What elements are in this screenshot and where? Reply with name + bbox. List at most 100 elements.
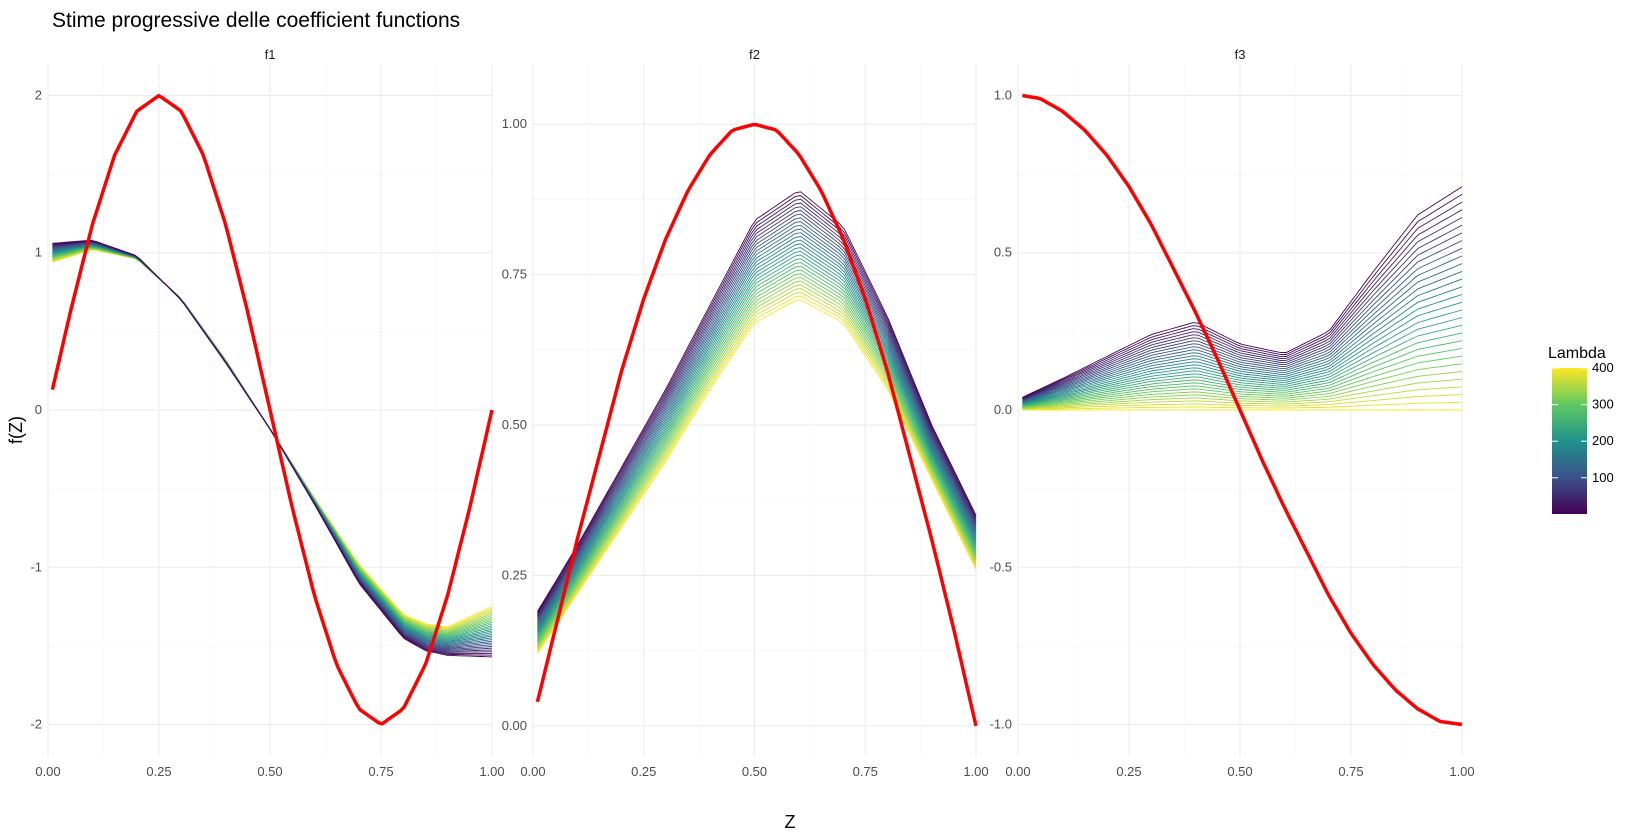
estimate-line — [1022, 294, 1463, 404]
estimate-line — [52, 243, 493, 646]
panel-f1: f1 0.00 0.25 0.50 0.75 1.00 -2 -1 0 1 2 — [30, 47, 504, 779]
estimate-line — [537, 262, 977, 640]
y-axis-title: f(Z) — [6, 416, 26, 444]
estimate-line — [52, 248, 493, 632]
estimate-line — [537, 265, 977, 641]
estimate-line — [537, 258, 977, 638]
x-tick-label: 0.00 — [1005, 764, 1030, 779]
x-tick-label: 0.25 — [1116, 764, 1141, 779]
facet-panels: f1 0.00 0.25 0.50 0.75 1.00 -2 -1 0 1 2 f2 0.00 0.25 0… — [30, 47, 1474, 779]
estimate-line — [537, 243, 977, 633]
estimate-line — [1022, 201, 1463, 399]
panel-f2: f2 0.00 0.25 0.50 0.75 1.00 0.00 0.25 0.50 0.75 1.… — [502, 47, 989, 779]
estimate-line — [52, 247, 493, 634]
estimate-line — [1022, 194, 1463, 399]
estimate-line — [537, 221, 977, 624]
y-tick-label: 0.25 — [502, 567, 527, 582]
estimate-line — [1022, 355, 1463, 408]
estimate-line — [1022, 247, 1463, 402]
legend-title: Lambda — [1548, 345, 1606, 362]
estimate-line — [537, 250, 977, 636]
x-tick-label: 0.75 — [853, 764, 878, 779]
x-tick-label: 0.50 — [1227, 764, 1252, 779]
estimate-line — [1022, 332, 1463, 407]
estimate-line — [52, 241, 493, 652]
estimate-line — [52, 240, 493, 653]
estimate-line — [537, 209, 977, 620]
x-tick-label: 1.00 — [1449, 764, 1474, 779]
estimate-line — [1022, 209, 1463, 400]
estimate-line — [52, 241, 493, 651]
x-tick-label: 0.25 — [146, 764, 171, 779]
estimate-line — [537, 202, 977, 617]
panel-strip-label: f1 — [265, 47, 276, 62]
estimate-line — [52, 249, 493, 628]
estimate-line — [1022, 347, 1463, 407]
estimate-line — [1022, 224, 1463, 401]
estimate-line — [537, 198, 977, 615]
estimate-line — [52, 241, 493, 650]
estimate-line — [52, 240, 492, 654]
estimate-line — [52, 242, 493, 649]
estimate-line — [1022, 270, 1463, 403]
estimate-line — [1022, 324, 1463, 406]
estimate-line — [1022, 286, 1463, 404]
estimate-line — [52, 248, 493, 631]
estimate-line — [52, 245, 493, 639]
estimate-line — [52, 245, 493, 640]
y-tick-label: 1.00 — [502, 116, 527, 131]
estimate-line — [537, 276, 977, 646]
legend-tick-label: 200 — [1592, 433, 1614, 448]
legend-tick-label: 300 — [1592, 397, 1614, 412]
estimate-line — [537, 273, 977, 644]
y-tick-label: 2 — [35, 87, 42, 102]
legend-tick-label: 100 — [1592, 470, 1614, 485]
y-tick-label: 1.0 — [994, 87, 1012, 102]
y-tick-label: 0.5 — [994, 245, 1012, 260]
estimate-line — [52, 244, 493, 644]
y-tick-label: 0.50 — [502, 417, 527, 432]
estimate-line — [52, 239, 493, 658]
x-tick-label: 0.00 — [520, 764, 545, 779]
x-tick-label: 1.00 — [479, 764, 504, 779]
estimate-line — [1022, 371, 1463, 409]
estimate-line — [537, 239, 977, 631]
estimate-line — [537, 284, 977, 649]
x-tick-label: 0.75 — [368, 764, 393, 779]
estimate-line — [1022, 317, 1463, 406]
true-function-line — [535, 122, 978, 727]
lambda-legend: Lambda 100 200 300 400 — [1548, 345, 1614, 514]
legend-tick-label: 400 — [1592, 360, 1614, 375]
estimate-line — [537, 254, 977, 637]
estimate-line — [537, 247, 977, 634]
estimate-curves — [537, 191, 977, 654]
true-function-line — [1022, 93, 1463, 727]
estimate-line — [52, 246, 493, 638]
panel-strip-label: f2 — [749, 47, 760, 62]
x-tick-label: 1.00 — [963, 764, 988, 779]
legend-ticks: 100 200 300 400 — [1552, 360, 1614, 485]
estimate-line — [1022, 263, 1463, 403]
estimate-line — [52, 249, 493, 629]
estimate-line — [52, 247, 493, 635]
x-tick-label: 0.25 — [631, 764, 656, 779]
estimate-line — [1022, 278, 1463, 404]
estimate-line — [1022, 240, 1463, 401]
estimate-line — [52, 242, 493, 647]
estimate-line — [537, 299, 977, 654]
estimate-line — [537, 280, 977, 647]
estimate-line — [537, 195, 977, 614]
estimate-line — [52, 246, 493, 636]
estimate-line — [1022, 394, 1463, 410]
y-tick-label: 0.75 — [502, 267, 527, 282]
estimate-line — [1022, 232, 1463, 401]
true-function-line — [50, 93, 494, 726]
y-tick-label: -0.5 — [990, 559, 1012, 574]
estimate-line — [52, 246, 493, 637]
estimate-line — [52, 243, 493, 645]
estimate-line — [537, 191, 977, 612]
x-axis-title: Z — [785, 812, 796, 832]
estimate-line — [52, 243, 493, 645]
estimate-line — [537, 291, 977, 652]
x-tick-label: 0.75 — [1338, 764, 1363, 779]
